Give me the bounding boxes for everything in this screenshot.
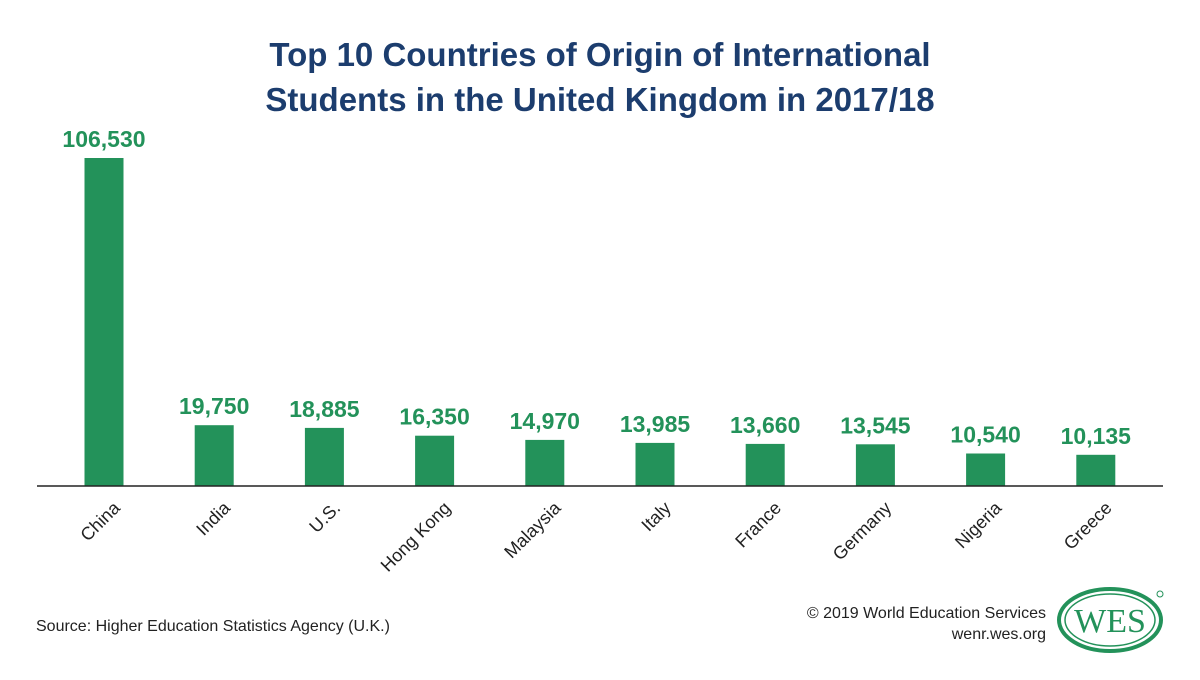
bar-india [194, 425, 234, 486]
x-tick-label: China [76, 497, 124, 545]
x-tick-label: Greece [1060, 498, 1116, 554]
logo-inner-ring [1064, 593, 1156, 647]
value-label: 10,135 [1061, 423, 1132, 449]
chart-title: Top 10 Countries of Origin of Internatio… [0, 32, 1200, 122]
bar-germany [855, 444, 895, 486]
value-label: 106,530 [62, 126, 145, 152]
wes-logo: WES [1057, 587, 1164, 653]
bar-china [84, 158, 124, 486]
bar-hong-kong [415, 435, 455, 486]
x-tick-label: France [731, 498, 785, 552]
value-label: 13,660 [730, 412, 800, 438]
logo-ring [1057, 587, 1163, 653]
bar-malaysia [525, 439, 565, 486]
value-label: 14,970 [510, 408, 580, 434]
value-label: 13,545 [840, 412, 911, 438]
bars-group [84, 158, 1116, 486]
x-tick-label: Italy [637, 498, 674, 535]
bar-chart: 106,530 19,750 18,885 16,350 14,970 13,985 13,… [37, 126, 1163, 576]
x-tick-label: Hong Kong [377, 498, 455, 576]
bar-italy [635, 442, 675, 486]
value-label: 16,350 [399, 404, 469, 430]
bar-u-s [304, 427, 344, 486]
value-label: 13,985 [620, 411, 691, 437]
chart-title-line-2: Students in the United Kingdom in 2017/1… [265, 81, 935, 118]
x-tick-label: Germany [829, 498, 895, 564]
value-label: 19,750 [179, 393, 249, 419]
x-tick-label: India [192, 497, 234, 539]
x-tick-label: Nigeria [951, 497, 1006, 552]
bar-greece [1076, 454, 1116, 486]
website-text: wenr.wes.org [951, 626, 1046, 643]
x-tick-label: U.S. [305, 498, 344, 537]
source-note: Source: Higher Education Statistics Agen… [36, 618, 390, 635]
x-tick-label: Malaysia [500, 497, 565, 562]
value-labels-group: 106,530 19,750 18,885 16,350 14,970 13,985 13,… [62, 126, 1131, 449]
copyright-text: © 2019 World Education Services [806, 605, 1046, 622]
bar-nigeria [966, 453, 1006, 486]
registered-mark [1156, 590, 1164, 598]
value-label: 18,885 [289, 396, 360, 422]
logo-text: WES [1074, 603, 1146, 640]
tick-labels-group: China India U.S. Hong Kong Malaysia Italy Fran… [76, 497, 1115, 576]
value-label: 10,540 [950, 422, 1020, 448]
bar-france [745, 443, 785, 486]
copyright-block: © 2019 World Education Services wenr.wes… [807, 603, 1046, 645]
chart-title-line-1: Top 10 Countries of Origin of Internatio… [269, 36, 931, 73]
